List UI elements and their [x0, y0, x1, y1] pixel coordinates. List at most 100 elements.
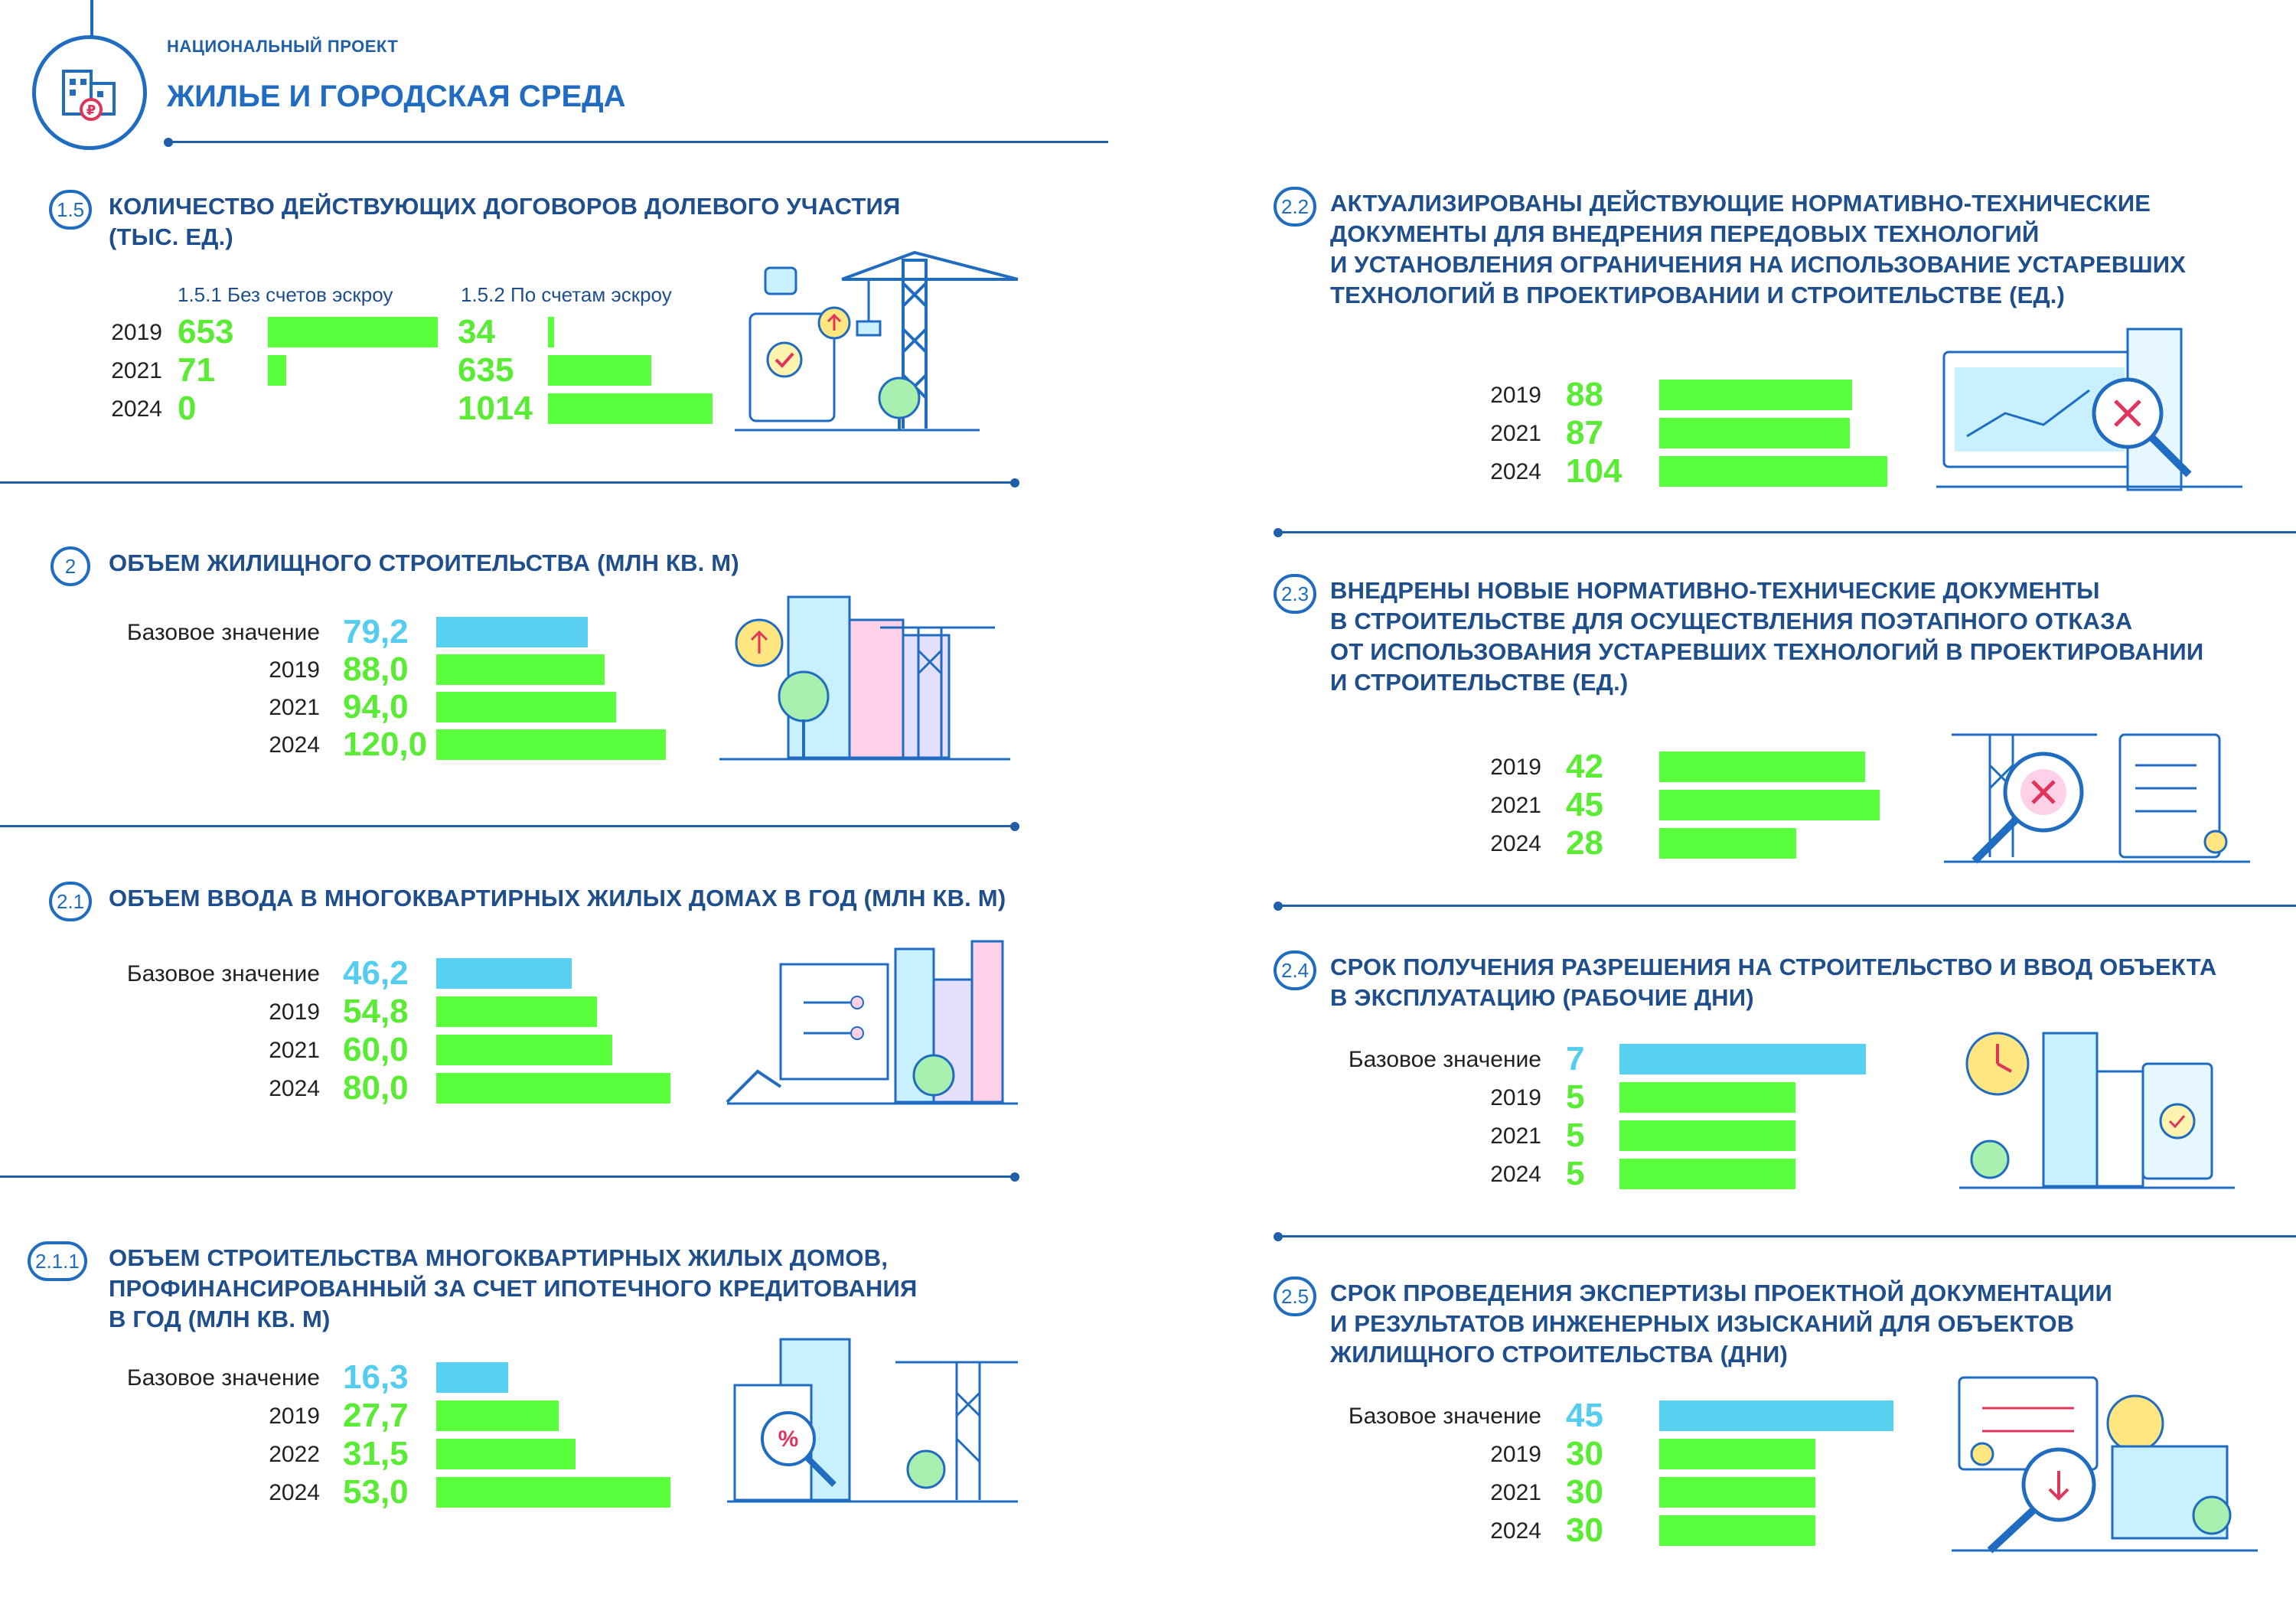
project-logo: ₽: [32, 35, 147, 150]
certificate-handshake-illustration: [1952, 1376, 2258, 1554]
section-title-line: ОБЪЕМ ЖИЛИЩНОГО СТРОИТЕЛЬСТВА (МЛН КВ. М…: [109, 549, 739, 576]
bar: [1659, 1477, 1815, 1508]
bar: [436, 692, 616, 722]
category-label: 2021: [1490, 793, 1541, 818]
value-label: 31,5: [343, 1435, 409, 1472]
value-label: 53,0: [343, 1473, 409, 1511]
value-label: 42: [1566, 748, 1603, 785]
building-ruble-icon: ₽: [62, 70, 116, 121]
bar: [1659, 790, 1880, 820]
bar: [1659, 1400, 1893, 1431]
section-title-line: ВНЕДРЕНЫ НОВЫЕ НОРМАТИВНО-ТЕХНИЧЕСКИЕ ДО…: [1330, 577, 2100, 604]
category-label: 2024: [1490, 459, 1541, 484]
section-title-line: ДОКУМЕНТЫ ДЛЯ ВНЕДРЕНИЯ ПЕРЕДОВЫХ ТЕХНОЛ…: [1330, 220, 2040, 247]
section-divider: [0, 481, 1012, 484]
bar: [268, 317, 438, 347]
section-divider: [1278, 531, 2296, 533]
bar: [436, 654, 605, 685]
svg-text:%: %: [778, 1427, 799, 1452]
category-label: 2021: [111, 358, 162, 383]
section-badge-2-2: 2.2: [1274, 187, 1317, 227]
section-title-line: ОТ ИСПОЛЬЗОВАНИЯ УСТАРЕВШИХ ТЕХНОЛОГИЙ В…: [1330, 638, 2204, 665]
section-badge-2-1-1: 2.1.1: [28, 1241, 87, 1281]
category-label: 2021: [269, 1038, 320, 1063]
section-title-line: АКТУАЛИЗИРОВАНЫ ДЕЙСТВУЮЩИЕ НОРМАТИВНО-Т…: [1330, 190, 2151, 217]
bar: [1659, 418, 1850, 448]
section-title-line: (ТЫС. ЕД.): [109, 223, 233, 250]
value-label: 30: [1566, 1473, 1603, 1511]
bar: [1659, 828, 1796, 859]
subtitle-1-5-2: 1.5.2 По счетам эскроу: [461, 283, 672, 306]
value-label: 653: [178, 313, 234, 351]
mortgage-crane-illustration: %: [727, 1338, 1018, 1503]
section-title-line: ТЕХНОЛОГИЙ В ПРОЕКТИРОВАНИИ И СТРОИТЕЛЬС…: [1330, 282, 2066, 308]
bar: [436, 1035, 612, 1065]
value-label: 5: [1566, 1117, 1585, 1154]
section-badge-2-1: 2.1: [49, 882, 93, 921]
city-buildings-illustration: [719, 595, 1010, 761]
value-label: 120,0: [343, 725, 428, 763]
bar: [1619, 1082, 1795, 1113]
value-label: 27,7: [343, 1397, 409, 1434]
section-title-line: СРОК ПРОВЕДЕНИЯ ЭКСПЕРТИЗЫ ПРОЕКТНОЙ ДОК…: [1330, 1280, 2112, 1306]
bar: [548, 355, 651, 386]
header-top-line: [90, 0, 93, 37]
bar: [1619, 1159, 1795, 1189]
value-label: 16,3: [343, 1358, 409, 1396]
value-label: 0: [178, 390, 197, 427]
category-label: 2022: [269, 1442, 320, 1467]
section-title-line: В СТРОИТЕЛЬСТВЕ ДЛЯ ОСУЩЕСТВЛЕНИЯ ПОЭТАП…: [1330, 608, 2133, 634]
section-badge-2-4: 2.4: [1274, 950, 1317, 990]
section-title-line: В ГОД (МЛН КВ. М): [109, 1306, 331, 1332]
bar: [1659, 1439, 1815, 1469]
category-label: 2019: [1490, 383, 1541, 408]
project-title: ЖИЛЬЕ И ГОРОДСКАЯ СРЕДА: [167, 80, 626, 113]
section-title-2-4: СРОК ПОЛУЧЕНИЯ РАЗРЕШЕНИЯ НА СТРОИТЕЛЬСТ…: [1330, 952, 2216, 1013]
bar: [548, 393, 713, 424]
value-label: 1014: [458, 390, 533, 427]
section-title-line: ОБЪЕМ СТРОИТЕЛЬСТВА МНОГОКВАРТИРНЫХ ЖИЛЫ…: [109, 1244, 889, 1271]
category-label: 2021: [269, 695, 320, 720]
category-label: 2019: [269, 657, 320, 683]
value-label: 7: [1566, 1040, 1585, 1078]
value-label: 88: [1566, 376, 1603, 413]
bar: [1659, 380, 1852, 410]
value-label: 71: [178, 351, 215, 389]
bar: [436, 1400, 559, 1431]
section-title-line: И УСТАНОВЛЕНИЯ ОГРАНИЧЕНИЯ НА ИСПОЛЬЗОВА…: [1330, 251, 2187, 278]
value-label: 30: [1566, 1511, 1603, 1549]
section-divider: [1278, 905, 2296, 907]
section-title-line: И СТРОИТЕЛЬСТВЕ (ЕД.): [1330, 669, 1629, 696]
value-label: 5: [1566, 1155, 1585, 1192]
category-label: 2024: [269, 732, 320, 758]
section-title-2: ОБЪЕМ ЖИЛИЩНОГО СТРОИТЕЛЬСТВА (МЛН КВ. М…: [109, 548, 739, 579]
section-title-2-5: СРОК ПРОВЕДЕНИЯ ЭКСПЕРТИЗЫ ПРОЕКТНОЙ ДОК…: [1330, 1278, 2112, 1370]
category-label: Базовое значение: [126, 1365, 320, 1391]
section-divider: [0, 1175, 1012, 1178]
project-label: НАЦИОНАЛЬНЫЙ ПРОЕКТ: [167, 37, 399, 56]
category-label: 2019: [1490, 1085, 1541, 1110]
category-label: Базовое значение: [126, 620, 320, 645]
category-label: Базовое значение: [1348, 1047, 1541, 1072]
category-label: 2024: [1490, 1162, 1541, 1187]
value-label: 54,8: [343, 993, 409, 1030]
header-underline: [168, 141, 1108, 143]
category-label: 2024: [269, 1480, 320, 1505]
bar: [436, 1439, 576, 1469]
monitor-magnifier-illustration: [1936, 328, 2242, 491]
category-label: 2024: [1490, 1518, 1541, 1544]
section-divider: [1278, 1235, 2296, 1237]
section-title-1-5: КОЛИЧЕСТВО ДЕЙСТВУЮЩИХ ДОГОВОРОВ ДОЛЕВОГ…: [109, 191, 901, 253]
bar: [436, 996, 597, 1027]
category-label: Базовое значение: [126, 961, 320, 986]
divider-dot: [1010, 478, 1019, 487]
section-title-2-3: ВНЕДРЕНЫ НОВЫЕ НОРМАТИВНО-ТЕХНИЧЕСКИЕ ДО…: [1330, 575, 2203, 698]
section-title-line: ОБЪЕМ ВВОДА В МНОГОКВАРТИРНЫХ ЖИЛЫХ ДОМА…: [109, 885, 1006, 911]
section-title-line: В ЭКСПЛУАТАЦИЮ (РАБОЧИЕ ДНИ): [1330, 984, 1754, 1011]
value-label: 104: [1566, 452, 1623, 490]
subtitle-1-5-1: 1.5.1 Без счетов эскроу: [178, 283, 393, 306]
value-label: 94,0: [343, 688, 409, 725]
bar: [548, 317, 554, 347]
value-label: 45: [1566, 1397, 1603, 1434]
bar: [436, 958, 572, 989]
